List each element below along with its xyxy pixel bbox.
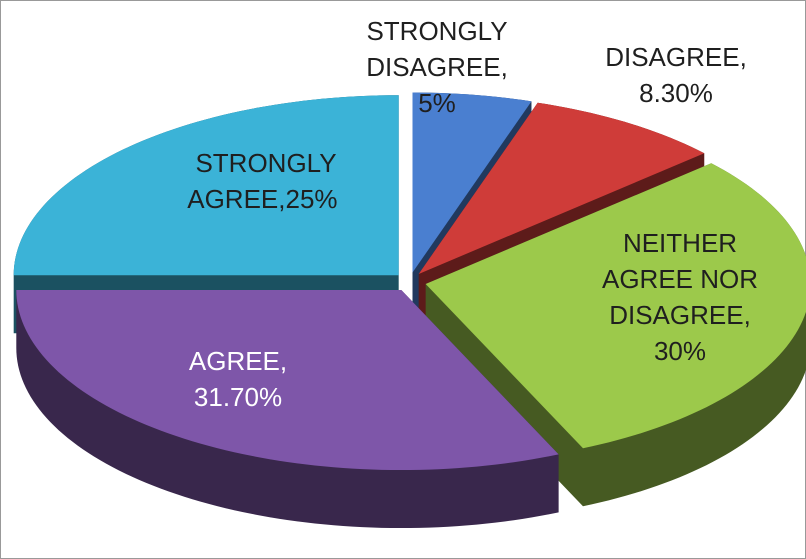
slice [418,102,705,274]
data-label: STRONGLY DISAGREE, [366,16,508,82]
slice [16,290,559,471]
label-line: DISAGREE, [605,42,747,72]
data-label: DISAGREE, [605,42,747,72]
data-label: NEITHER AGREE NOR DISAGREE, [602,228,758,330]
value-label: 30% [654,336,706,366]
data-label: STRONGLY AGREE, [187,148,336,214]
slice [412,92,532,273]
label-line: STRONGLY [366,16,507,46]
label-line: AGREE, [187,184,285,214]
value-label: 8.30% [639,78,713,108]
label-line: STRONGLY [195,148,336,178]
label-line: AGREE NOR [602,264,758,294]
value-label: 5% [418,88,456,118]
label-line: DISAGREE, [609,300,751,330]
value-label: 31.70% [194,382,282,412]
value-label: 25% [285,184,337,214]
label-line: DISAGREE, [366,52,508,82]
slice [13,95,399,276]
slice [425,163,806,449]
data-label: AGREE, [189,346,287,376]
label-line: AGREE, [189,346,287,376]
label-line: NEITHER [623,228,737,258]
